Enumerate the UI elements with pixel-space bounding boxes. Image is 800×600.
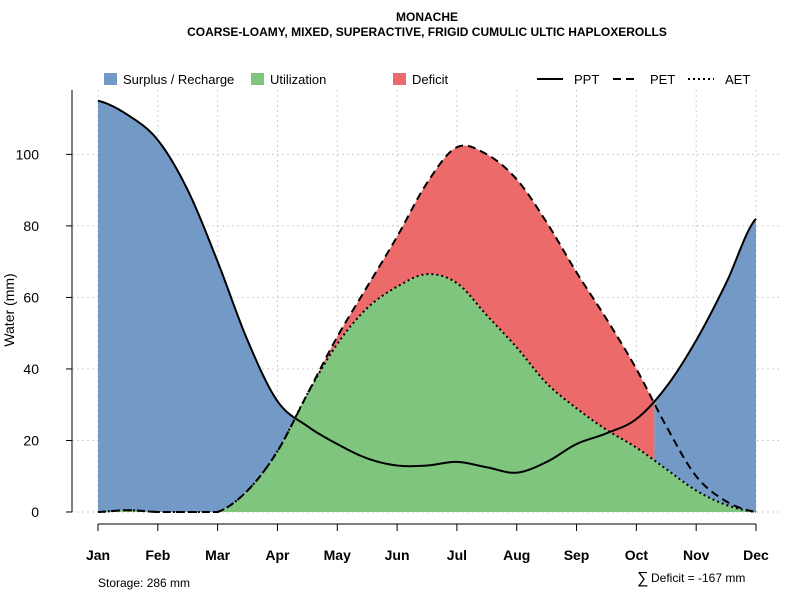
x-tick-label-jun: Jun bbox=[385, 547, 410, 563]
x-tick-label-apr: Apr bbox=[265, 547, 290, 563]
y-tick-label: 60 bbox=[23, 289, 39, 305]
x-tick-label-aug: Aug bbox=[503, 547, 530, 563]
sum-symbol: ∑ bbox=[637, 570, 648, 587]
surplus-area bbox=[654, 218, 756, 512]
x-tick-label-may: May bbox=[324, 547, 351, 563]
surplus-area bbox=[98, 100, 296, 512]
x-tick-label-mar: Mar bbox=[205, 547, 230, 563]
x-tick-label-jul: Jul bbox=[447, 547, 467, 563]
x-tick-label-nov: Nov bbox=[683, 547, 710, 563]
x-tick-label-oct: Oct bbox=[625, 547, 649, 563]
y-tick-label: 80 bbox=[23, 218, 39, 234]
line-ppt bbox=[97, 99, 757, 474]
chart-title: MONACHE bbox=[396, 10, 458, 24]
legend: Surplus / Recharge Utilization Deficit PPT P… bbox=[104, 72, 750, 87]
storage-annotation: Storage: 286 mm bbox=[98, 576, 190, 590]
y-axis-label: Water (mm) bbox=[1, 273, 17, 346]
legend-label: Deficit bbox=[412, 72, 449, 87]
legend-swatch-utilization bbox=[251, 73, 264, 85]
filled-areas bbox=[98, 100, 756, 512]
chart-subtitle: COARSE-LOAMY, MIXED, SUPERACTIVE, FRIGID… bbox=[187, 25, 667, 39]
axes: 0 20 40 60 80 100 Jan Feb Mar Apr May Jun Jul Aug Sep O… bbox=[16, 90, 769, 563]
deficit-annotation: Deficit = -167 mm bbox=[651, 571, 745, 585]
legend-label: PPT bbox=[574, 72, 599, 87]
legend-swatch-deficit bbox=[393, 73, 406, 85]
legend-swatch-surplus-recharge bbox=[104, 73, 117, 85]
line-pet bbox=[97, 144, 757, 513]
line-aet bbox=[97, 273, 757, 513]
x-tick-label-feb: Feb bbox=[145, 547, 170, 563]
series-lines bbox=[97, 99, 757, 513]
legend-label: Utilization bbox=[270, 72, 326, 87]
legend-label: Surplus / Recharge bbox=[123, 72, 234, 87]
x-tick-label-dec: Dec bbox=[743, 547, 769, 563]
legend-label: AET bbox=[725, 72, 750, 87]
deficit-area bbox=[295, 145, 655, 461]
y-tick-label: 40 bbox=[23, 361, 39, 377]
y-tick-label: 20 bbox=[23, 432, 39, 448]
y-tick-label: 0 bbox=[31, 504, 39, 520]
legend-label: PET bbox=[650, 72, 675, 87]
y-tick-label: 100 bbox=[16, 146, 40, 162]
x-tick-label-sep: Sep bbox=[564, 547, 590, 563]
x-tick-label-jan: Jan bbox=[86, 547, 110, 563]
utilization-area bbox=[98, 274, 756, 512]
